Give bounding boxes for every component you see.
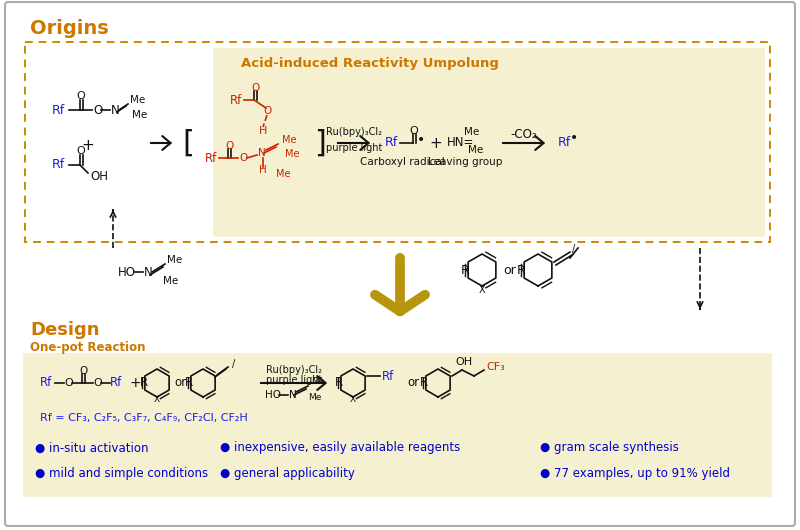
- Text: R: R: [140, 376, 148, 390]
- Text: Rf: Rf: [205, 152, 218, 164]
- Text: Me: Me: [167, 255, 182, 265]
- Text: /: /: [572, 244, 575, 254]
- Text: Ru(bpy)₃Cl₂: Ru(bpy)₃Cl₂: [326, 127, 382, 137]
- Text: N: N: [289, 390, 297, 400]
- FancyBboxPatch shape: [23, 353, 772, 497]
- Text: H: H: [259, 126, 267, 136]
- Text: ]: ]: [314, 128, 326, 157]
- Text: O: O: [93, 378, 102, 388]
- Text: ● 77 examples, up to 91% yield: ● 77 examples, up to 91% yield: [540, 466, 730, 480]
- Text: ● inexpensive, easily available reagents: ● inexpensive, easily available reagents: [220, 441, 460, 455]
- Text: O: O: [64, 378, 73, 388]
- Text: Rf: Rf: [385, 137, 398, 149]
- Text: Leaving group: Leaving group: [428, 157, 502, 167]
- Text: Rf: Rf: [40, 376, 52, 390]
- Text: O: O: [239, 153, 247, 163]
- Text: Me: Me: [132, 110, 147, 120]
- Text: Rf: Rf: [230, 93, 242, 107]
- Text: One-pot Reaction: One-pot Reaction: [30, 340, 146, 354]
- Text: O: O: [93, 103, 102, 117]
- Text: +: +: [430, 136, 442, 151]
- Text: or: or: [407, 376, 419, 390]
- Text: O: O: [263, 106, 271, 116]
- Text: ● gram scale synthesis: ● gram scale synthesis: [540, 441, 679, 455]
- Text: O: O: [79, 366, 87, 376]
- Text: Me: Me: [308, 393, 322, 402]
- FancyBboxPatch shape: [5, 2, 795, 526]
- Text: N: N: [144, 266, 153, 278]
- Text: +: +: [82, 137, 94, 153]
- FancyBboxPatch shape: [213, 48, 765, 237]
- Text: Me: Me: [285, 149, 299, 159]
- Text: HN=: HN=: [447, 137, 474, 149]
- Text: ● in-situ activation: ● in-situ activation: [35, 441, 149, 455]
- Text: Rf: Rf: [52, 158, 66, 172]
- Text: R: R: [420, 376, 428, 390]
- Text: Me: Me: [276, 169, 290, 179]
- Text: Origins: Origins: [30, 19, 109, 38]
- Text: HO: HO: [118, 266, 136, 278]
- Text: ● mild and simple conditions: ● mild and simple conditions: [35, 466, 208, 480]
- Text: Design: Design: [30, 321, 99, 339]
- Text: ● general applicability: ● general applicability: [220, 466, 355, 480]
- Text: Rf: Rf: [110, 376, 122, 390]
- Text: Rf: Rf: [382, 369, 394, 383]
- Text: /: /: [232, 359, 235, 369]
- Text: Rf: Rf: [52, 103, 66, 117]
- Text: or: or: [174, 376, 186, 390]
- Text: O: O: [410, 126, 418, 136]
- Text: R: R: [518, 263, 526, 277]
- Text: +: +: [129, 376, 141, 390]
- Text: CF₃: CF₃: [486, 362, 505, 372]
- Text: R: R: [462, 263, 470, 277]
- Text: O: O: [225, 141, 233, 151]
- Text: N: N: [258, 148, 266, 158]
- Text: purple light: purple light: [326, 143, 382, 153]
- Text: OH: OH: [90, 171, 108, 183]
- Text: OH: OH: [455, 357, 472, 367]
- Text: X: X: [478, 285, 486, 295]
- Text: Ru(bpy)₃Cl₂: Ru(bpy)₃Cl₂: [266, 365, 322, 375]
- Text: Me: Me: [468, 145, 484, 155]
- Bar: [25, 42, 770, 242]
- Text: •: •: [570, 131, 578, 145]
- Text: or: or: [504, 263, 516, 277]
- Text: R: R: [185, 376, 193, 390]
- Text: •: •: [417, 133, 425, 147]
- Text: H: H: [259, 165, 267, 175]
- Text: Me: Me: [163, 276, 178, 286]
- Text: R: R: [335, 376, 343, 390]
- Text: Rf: Rf: [558, 137, 571, 149]
- Text: Acid-induced Reactivity Umpolung: Acid-induced Reactivity Umpolung: [241, 57, 499, 69]
- Text: X: X: [154, 394, 160, 403]
- Text: X: X: [350, 394, 356, 403]
- Text: Me: Me: [282, 135, 297, 145]
- Text: O: O: [251, 83, 259, 93]
- Text: O: O: [77, 91, 86, 101]
- Text: HO: HO: [265, 390, 281, 400]
- Text: [: [: [182, 128, 194, 157]
- Text: -CO₂: -CO₂: [510, 128, 538, 140]
- Text: purple light: purple light: [266, 375, 322, 385]
- Text: N: N: [111, 103, 120, 117]
- Text: O: O: [77, 146, 86, 156]
- Text: Me: Me: [130, 95, 146, 105]
- Text: Me: Me: [464, 127, 480, 137]
- Text: Rf = CF₃, C₂F₅, C₃F₇, C₄F₉, CF₂Cl, CF₂H: Rf = CF₃, C₂F₅, C₃F₇, C₄F₉, CF₂Cl, CF₂H: [40, 413, 248, 423]
- Text: Me: Me: [311, 377, 324, 386]
- Text: Carboxyl radical: Carboxyl radical: [360, 157, 444, 167]
